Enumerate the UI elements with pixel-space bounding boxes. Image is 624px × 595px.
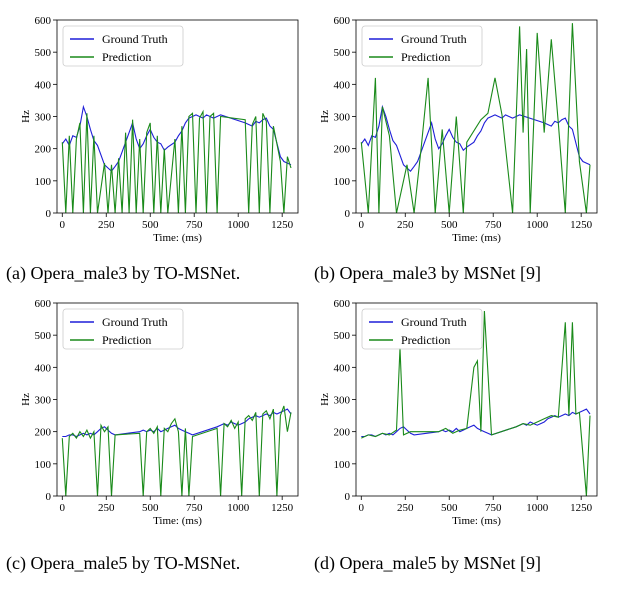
legend-box <box>62 308 184 350</box>
x-axis-label: Time: (ms) <box>153 232 202 244</box>
caption-d: (d) Opera_male5 by MSNet [9] <box>314 553 541 573</box>
legend-label-ground-truth: Ground Truth <box>401 315 467 329</box>
y-tick-label: 500 <box>35 47 52 59</box>
x-tick-label: 1000 <box>526 219 549 231</box>
y-tick-label: 400 <box>35 79 52 91</box>
x-tick-label: 1000 <box>526 502 549 514</box>
x-tick-label: 250 <box>98 502 115 514</box>
y-tick-label: 200 <box>35 427 52 439</box>
x-tick-label: 750 <box>485 502 502 514</box>
x-tick-label: 0 <box>60 502 66 514</box>
x-tick-label: 1000 <box>227 502 250 514</box>
y-tick-label: 0 <box>46 208 52 220</box>
x-tick-label: 250 <box>98 219 115 231</box>
x-tick-label: 500 <box>142 219 159 231</box>
y-tick-label: 400 <box>35 362 52 374</box>
y-tick-label: 0 <box>345 208 351 220</box>
x-tick-label: 0 <box>359 502 365 514</box>
legend-box <box>361 25 483 67</box>
x-axis-label: Time: (ms) <box>153 515 202 527</box>
y-tick-label: 100 <box>35 459 52 471</box>
y-axis-label: Hz <box>20 393 32 406</box>
y-tick-label: 100 <box>334 459 351 471</box>
y-tick-label: 400 <box>334 79 351 91</box>
y-tick-label: 200 <box>334 144 351 156</box>
y-axis-label: Hz <box>319 393 331 406</box>
caption-b: (b) Opera_male3 by MSNet [9] <box>314 263 541 283</box>
x-tick-label: 250 <box>397 219 414 231</box>
chart-panel-a: 0 100 200 300 400 500 600 0 250 500 750 1000 1250 Tim… <box>20 15 299 244</box>
legend-box <box>361 308 483 350</box>
legend-label-prediction: Prediction <box>102 333 151 347</box>
x-tick-label: 250 <box>397 502 414 514</box>
x-tick-label: 750 <box>186 502 203 514</box>
y-tick-label: 100 <box>334 176 351 188</box>
y-axis-label: Hz <box>319 110 331 123</box>
chart-panel-c: 0 100 200 300 400 500 600 0 250 500 750 1000 1250 Tim… <box>20 298 299 527</box>
legend-box <box>62 25 184 67</box>
x-tick-label: 0 <box>359 219 365 231</box>
y-tick-label: 200 <box>35 144 52 156</box>
x-tick-label: 1250 <box>271 502 294 514</box>
x-tick-label: 750 <box>186 219 203 231</box>
x-tick-label: 500 <box>441 219 458 231</box>
x-tick-label: 750 <box>485 219 502 231</box>
x-tick-label: 0 <box>60 219 66 231</box>
series-line-ground-truth <box>361 408 591 438</box>
chart-panel-d: 0 100 200 300 400 500 600 0 250 500 750 1000 1250 Tim… <box>319 298 598 527</box>
y-tick-label: 300 <box>35 395 52 407</box>
legend-label-prediction: Prediction <box>102 50 151 64</box>
y-axis-label: Hz <box>20 110 32 123</box>
y-tick-label: 500 <box>35 330 52 342</box>
y-tick-label: 400 <box>334 362 351 374</box>
x-tick-label: 1000 <box>227 219 250 231</box>
x-tick-label: 500 <box>142 502 159 514</box>
y-tick-label: 300 <box>35 112 52 124</box>
y-tick-label: 600 <box>334 298 351 310</box>
y-tick-label: 500 <box>334 47 351 59</box>
series-line-prediction <box>360 23 591 213</box>
series-line-prediction <box>61 109 292 213</box>
x-axis-label: Time: (ms) <box>452 515 501 527</box>
y-tick-label: 300 <box>334 112 351 124</box>
y-tick-label: 500 <box>334 330 351 342</box>
y-tick-label: 0 <box>46 491 52 503</box>
y-tick-label: 600 <box>35 298 52 310</box>
chart-panel-b: 0 100 200 300 400 500 600 0 250 500 750 1000 1250 Tim… <box>319 15 598 244</box>
caption-c: (c) Opera_male5 by TO-MSNet. <box>6 553 241 573</box>
y-tick-label: 600 <box>334 15 351 27</box>
x-axis-label: Time: (ms) <box>452 232 501 244</box>
series-line-ground-truth <box>360 104 591 173</box>
y-tick-label: 100 <box>35 176 52 188</box>
x-tick-label: 1250 <box>570 502 593 514</box>
x-tick-label: 1250 <box>570 219 593 231</box>
legend-label-ground-truth: Ground Truth <box>401 32 467 46</box>
legend-label-ground-truth: Ground Truth <box>102 32 168 46</box>
y-tick-label: 200 <box>334 427 351 439</box>
caption-a: (a) Opera_male3 by TO-MSNet. <box>6 263 241 283</box>
series-line-prediction <box>361 310 591 496</box>
series-line-prediction <box>61 405 292 496</box>
y-tick-label: 600 <box>35 15 52 27</box>
y-tick-label: 0 <box>345 491 351 503</box>
x-tick-label: 1250 <box>271 219 294 231</box>
legend-label-ground-truth: Ground Truth <box>102 315 168 329</box>
x-tick-label: 500 <box>441 502 458 514</box>
legend-label-prediction: Prediction <box>401 333 450 347</box>
legend-label-prediction: Prediction <box>401 50 450 64</box>
y-tick-label: 300 <box>334 395 351 407</box>
